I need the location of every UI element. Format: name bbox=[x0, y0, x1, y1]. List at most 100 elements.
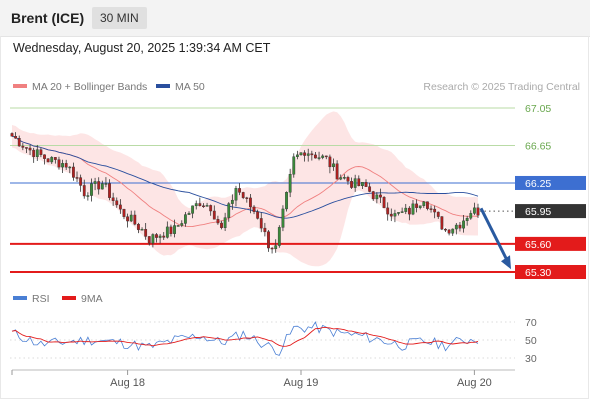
candle-body bbox=[274, 245, 278, 250]
candle-body bbox=[321, 155, 325, 158]
candle-body bbox=[46, 158, 50, 163]
candle-body bbox=[422, 201, 426, 206]
candle-body bbox=[93, 181, 97, 184]
level-66-65-label: 66.65 bbox=[525, 140, 551, 152]
candle-body bbox=[227, 203, 231, 218]
candle-body bbox=[361, 182, 364, 187]
candle-body bbox=[14, 136, 18, 139]
level-67-05-label: 67.05 bbox=[525, 103, 551, 115]
candle-body bbox=[68, 166, 72, 169]
candle-body bbox=[285, 192, 288, 210]
candle-body bbox=[451, 228, 455, 234]
chart-header: Brent (ICE) 30 MIN bbox=[0, 0, 590, 37]
candle-body bbox=[259, 218, 263, 229]
candle-body bbox=[263, 227, 267, 232]
level-65-30-label: 65.30 bbox=[525, 267, 551, 279]
candle-body bbox=[25, 147, 28, 149]
candle-body bbox=[169, 226, 173, 234]
candle-body bbox=[314, 154, 317, 159]
x-tick-label: Aug 19 bbox=[284, 377, 319, 389]
candle-body bbox=[436, 211, 440, 217]
candle-body bbox=[397, 212, 400, 214]
candle-body bbox=[230, 199, 234, 204]
candle-body bbox=[137, 223, 140, 230]
candle-body bbox=[147, 236, 151, 244]
ma9-legend-label: 9MA bbox=[81, 293, 103, 305]
level-65-60-label: 65.60 bbox=[525, 239, 551, 251]
copyright-text: Research © 2025 Trading Central bbox=[423, 81, 580, 93]
rsi-panel: 70 50 30 bbox=[10, 317, 537, 365]
candle-body bbox=[375, 194, 379, 200]
candle-body bbox=[281, 208, 285, 228]
candle-body bbox=[129, 214, 133, 222]
candle-body bbox=[50, 157, 54, 163]
candle-body bbox=[191, 205, 195, 214]
candle-body bbox=[238, 188, 241, 193]
candle-body bbox=[43, 154, 46, 159]
candle-body bbox=[187, 213, 191, 215]
candle-body bbox=[216, 219, 220, 224]
candle-body bbox=[140, 229, 144, 231]
ma9-legend-swatch bbox=[62, 296, 76, 300]
candle-body bbox=[371, 191, 375, 200]
candle-body bbox=[72, 166, 75, 178]
candle-body bbox=[353, 178, 357, 188]
candle-body bbox=[10, 133, 14, 137]
candle-body bbox=[472, 207, 476, 214]
level-66-25-tag bbox=[515, 175, 586, 190]
candle-body bbox=[162, 235, 166, 238]
bollinger-band-fill bbox=[12, 111, 478, 267]
candle-body bbox=[368, 186, 372, 192]
candle-body bbox=[252, 206, 256, 212]
candle-body bbox=[234, 188, 238, 201]
candle-body bbox=[79, 177, 83, 186]
ma50-legend-label: MA 50 bbox=[175, 81, 205, 93]
timeframe-button[interactable]: 30 MIN bbox=[92, 7, 147, 29]
candle-body bbox=[75, 177, 79, 179]
candle-body bbox=[212, 210, 216, 220]
level-65-30-tag bbox=[515, 265, 586, 279]
candle-body bbox=[35, 149, 39, 157]
rsi-line bbox=[11, 321, 479, 356]
candle-body bbox=[433, 208, 437, 213]
candle-body bbox=[386, 207, 390, 215]
candle-body bbox=[90, 183, 93, 196]
candle-body bbox=[303, 152, 307, 156]
ma20-line bbox=[11, 135, 479, 228]
ma50-line bbox=[11, 135, 479, 219]
candle-body bbox=[342, 177, 346, 179]
candle-body bbox=[183, 214, 187, 224]
candle-body bbox=[180, 223, 184, 226]
candle-body bbox=[407, 207, 411, 215]
candle-body bbox=[256, 211, 260, 219]
rsi-legend-swatch bbox=[13, 296, 27, 300]
candle-body bbox=[426, 201, 429, 209]
candle-body bbox=[115, 200, 119, 206]
candle-body bbox=[458, 224, 462, 229]
candle-body bbox=[122, 208, 126, 217]
candle-body bbox=[270, 247, 274, 250]
candle-body bbox=[86, 195, 90, 197]
candle-body bbox=[418, 205, 422, 208]
moving-averages bbox=[11, 135, 479, 228]
ma20-legend-swatch bbox=[13, 84, 27, 88]
level-65-60-tag bbox=[515, 236, 586, 251]
candle-body bbox=[249, 197, 252, 208]
projection-arrow-shaft bbox=[479, 207, 510, 263]
x-axis: Aug 18 Aug 19 Aug 20 bbox=[11, 369, 515, 389]
candle-body bbox=[469, 213, 473, 219]
candle-body bbox=[332, 163, 335, 168]
x-tick-label: Aug 18 bbox=[110, 377, 145, 389]
candle-body bbox=[465, 217, 469, 222]
candle-body bbox=[393, 213, 397, 217]
candle-body bbox=[32, 149, 36, 157]
candle-body bbox=[292, 156, 296, 175]
candle-body bbox=[400, 211, 404, 213]
candle-body bbox=[158, 235, 162, 238]
candle-body bbox=[267, 231, 270, 249]
candle-body bbox=[241, 192, 245, 198]
candle-body bbox=[447, 229, 451, 234]
level-65-95-tag bbox=[515, 204, 586, 219]
ma20-legend-label: MA 20 + Bollinger Bands bbox=[32, 81, 147, 93]
